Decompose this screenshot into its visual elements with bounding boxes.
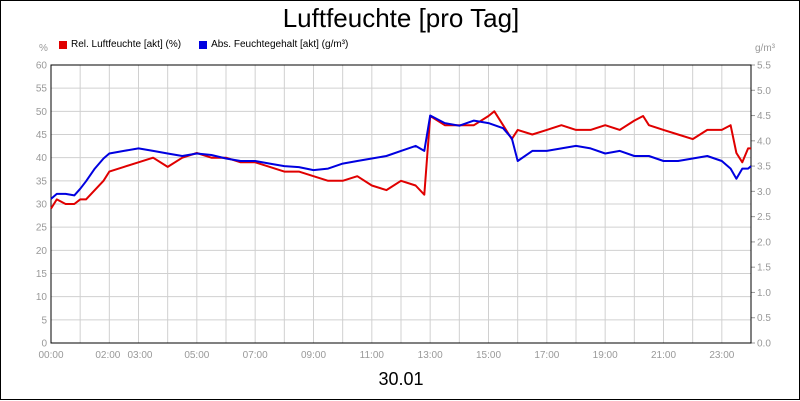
x-tick-label: 17:00 xyxy=(534,350,559,361)
right-tick-label: 5.0 xyxy=(757,86,771,97)
right-tick-label: 3.5 xyxy=(757,162,771,173)
left-tick-label: 20 xyxy=(36,246,48,257)
chart-title: Luftfeuchte [pro Tag] xyxy=(282,3,520,33)
legend: Rel. Luftfeuchte [akt] (%) Abs. Feuchteg… xyxy=(59,39,348,50)
right-tick-label: 4.5 xyxy=(757,111,771,122)
right-axis-unit: g/m³ xyxy=(755,43,775,54)
legend-swatch-abs xyxy=(199,40,208,49)
x-tick-label: 11:00 xyxy=(360,350,385,361)
series-line-rel-humidity xyxy=(50,110,751,210)
left-tick-label: 60 xyxy=(36,61,48,72)
left-axis-unit: % xyxy=(39,43,48,54)
left-tick-label: 15 xyxy=(36,269,48,280)
x-tick-label: 13:00 xyxy=(418,350,443,361)
left-tick-label: 10 xyxy=(36,292,48,303)
plot-border xyxy=(50,64,752,344)
x-tick-label: 09:00 xyxy=(301,350,326,361)
left-tick-label: 45 xyxy=(36,130,48,141)
right-tick-label: 2.0 xyxy=(757,237,771,248)
legend-label-rel: Rel. Luftfeuchte [akt] (%) xyxy=(71,39,182,50)
left-tick-label: 5 xyxy=(41,315,47,326)
left-tick-label: 25 xyxy=(36,223,48,234)
x-tick-label: 02:00 xyxy=(95,350,120,361)
right-tick-label: 3.0 xyxy=(757,187,771,198)
left-tick-label: 30 xyxy=(36,200,48,211)
series-line-abs-humidity xyxy=(50,114,752,200)
right-tick-label: 5.5 xyxy=(757,61,771,72)
right-tick-label: 1.0 xyxy=(757,288,771,299)
left-tick-label: 55 xyxy=(36,84,48,95)
legend-label-abs: Abs. Feuchtegehalt [akt] (g/m³) xyxy=(211,39,349,50)
x-tick-label: 19:00 xyxy=(593,350,618,361)
left-tick-label: 35 xyxy=(36,176,48,187)
legend-swatch-rel xyxy=(59,40,67,49)
right-tick-label: 1.5 xyxy=(757,263,771,274)
x-tick-label: 21:00 xyxy=(651,350,676,361)
right-tick-label: 0.5 xyxy=(757,313,771,324)
x-tick-label: 15:00 xyxy=(476,350,501,361)
x-tick-label: 05:00 xyxy=(184,350,209,361)
left-tick-label: 50 xyxy=(36,107,48,118)
legend-item-abs: Abs. Feuchtegehalt [akt] (g/m³) xyxy=(199,39,348,50)
x-axis-date-label: 30.01 xyxy=(378,369,424,389)
right-tick-label: 0.0 xyxy=(757,339,771,350)
right-tick-label: 4.0 xyxy=(757,136,771,147)
x-tick-label: 00:00 xyxy=(38,350,63,361)
left-tick-label: 40 xyxy=(36,153,48,164)
x-tick-label: 07:00 xyxy=(243,350,268,361)
left-tick-label: 0 xyxy=(41,339,47,350)
right-tick-label: 2.5 xyxy=(757,212,771,223)
x-tick-label: 23:00 xyxy=(709,350,734,361)
legend-item-rel: Rel. Luftfeuchte [akt] (%) xyxy=(59,39,181,50)
x-tick-label: 03:00 xyxy=(127,350,152,361)
